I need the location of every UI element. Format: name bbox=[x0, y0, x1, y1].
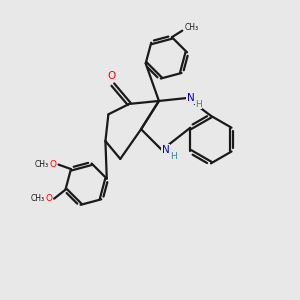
Text: CH₃: CH₃ bbox=[184, 23, 199, 32]
Text: O: O bbox=[107, 71, 116, 81]
Text: N: N bbox=[187, 93, 195, 103]
Text: O: O bbox=[50, 160, 57, 169]
Text: H: H bbox=[195, 100, 202, 109]
Text: CH₃: CH₃ bbox=[31, 194, 45, 203]
Text: CH₃: CH₃ bbox=[35, 160, 49, 169]
Text: N: N bbox=[162, 145, 169, 155]
Text: H: H bbox=[170, 152, 177, 161]
Text: O: O bbox=[45, 194, 52, 203]
